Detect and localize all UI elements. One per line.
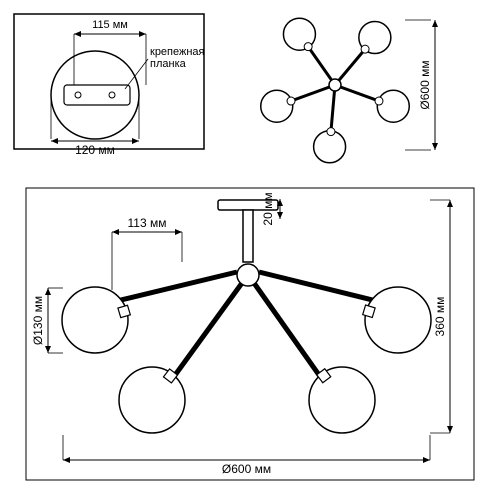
svg-text:Ø130 мм: Ø130 мм bbox=[31, 296, 45, 345]
svg-text:120 мм: 120 мм bbox=[75, 143, 115, 157]
bracket-label: крепежная bbox=[150, 46, 205, 58]
svg-text:113 мм: 113 мм bbox=[128, 216, 167, 230]
svg-text:115 мм: 115 мм bbox=[92, 19, 128, 31]
svg-text:Ø600 мм: Ø600 мм bbox=[418, 60, 432, 109]
svg-text:20 мм: 20 мм bbox=[261, 192, 275, 225]
svg-text:360 мм: 360 мм bbox=[433, 297, 447, 337]
svg-text:Ø600 мм: Ø600 мм bbox=[222, 462, 271, 476]
svg-text:планка: планка bbox=[150, 58, 187, 70]
